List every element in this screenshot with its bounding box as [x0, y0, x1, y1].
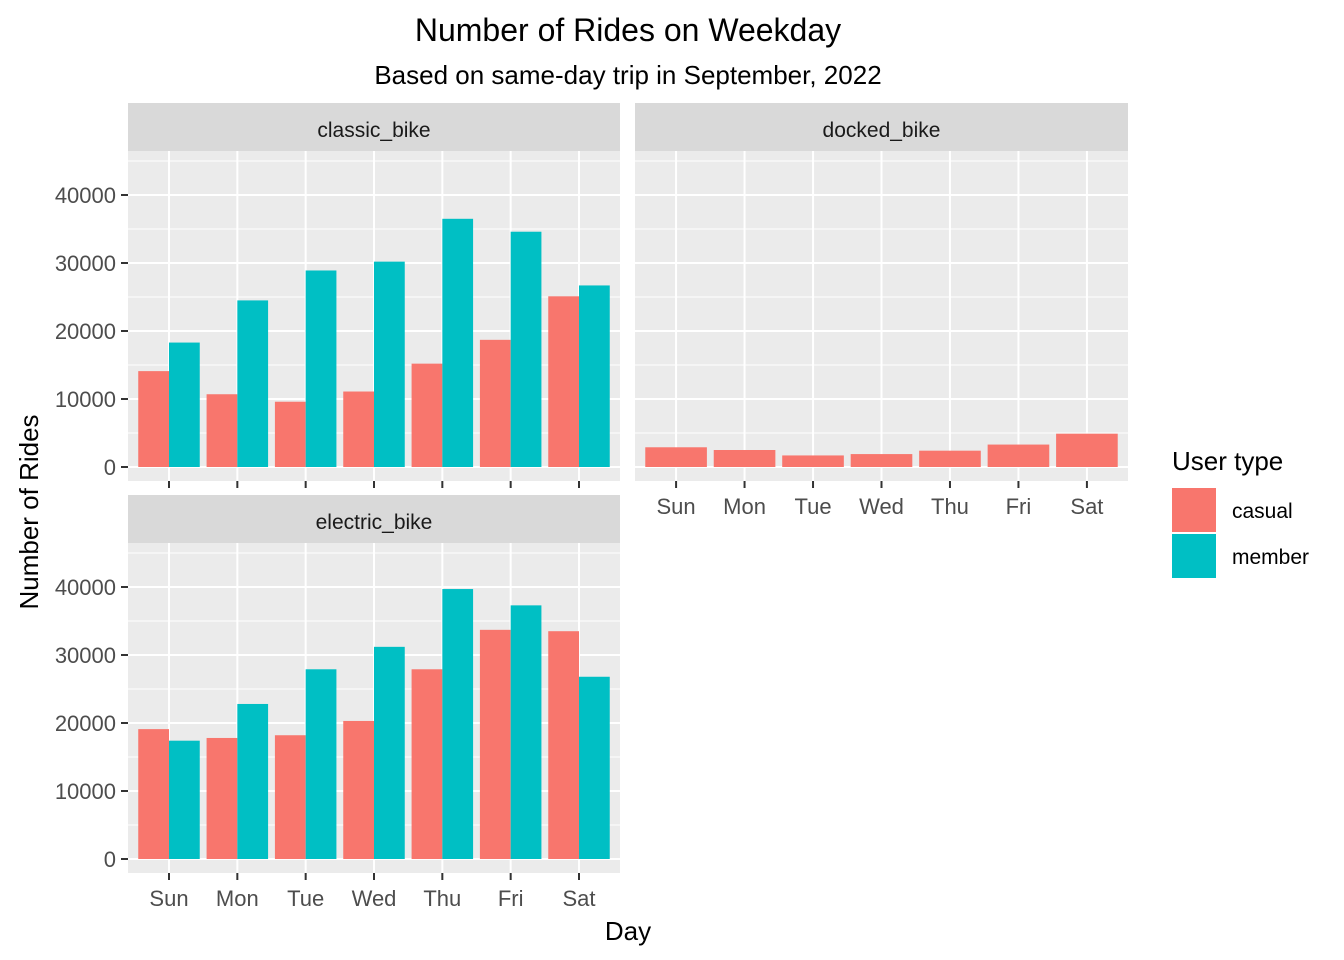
strip-label-classic_bike: classic_bike [317, 119, 430, 142]
bar-classic_bike-casual-Sun [138, 371, 169, 467]
bar-classic_bike-casual-Wed [343, 391, 374, 467]
bar-electric_bike-member-Sun [169, 740, 200, 859]
strip-docked_bike [635, 103, 1128, 151]
x-tick-label: Fri [1006, 494, 1032, 519]
strip-electric_bike [128, 495, 620, 543]
y-tick-label: 0 [104, 455, 116, 480]
legend-key-member [1172, 534, 1216, 578]
bar-electric_bike-casual-Sun [138, 729, 169, 859]
bar-electric_bike-casual-Thu [411, 669, 443, 859]
legend-title: User type [1172, 446, 1283, 476]
y-tick-label: 40000 [55, 183, 116, 208]
y-tick-label: 40000 [55, 575, 116, 600]
bar-classic_bike-member-Fri [510, 231, 542, 467]
bar-electric_bike-member-Wed [374, 646, 405, 859]
bar-classic_bike-casual-Tue [274, 401, 306, 467]
x-tick-label: Wed [859, 494, 904, 519]
x-tick-label: Fri [498, 886, 524, 911]
bar-classic_bike-member-Wed [374, 261, 405, 467]
bar-docked_bike-casual-Fri [987, 444, 1050, 467]
bar-electric_bike-member-Thu [442, 589, 474, 859]
bar-classic_bike-casual-Fri [479, 339, 511, 467]
x-tick-label: Thu [423, 886, 461, 911]
x-tick-label: Sat [1070, 494, 1103, 519]
bar-docked_bike-casual-Tue [782, 455, 844, 467]
facet-docked_bike: docked_bike Sun Mon Tue Wed Thu Fri Sat [635, 103, 1128, 519]
bar-electric_bike-member-Mon [237, 703, 269, 859]
strip-classic_bike [128, 103, 620, 151]
bar-classic_bike-member-Sat [579, 285, 610, 467]
bar-electric_bike-member-Fri [510, 605, 542, 859]
bar-docked_bike-casual-Thu [919, 450, 981, 467]
bar-classic_bike-casual-Thu [411, 363, 443, 467]
legend-key-casual [1172, 488, 1216, 532]
bar-classic_bike-member-Sun [169, 342, 200, 467]
y-tick-label: 20000 [55, 319, 116, 344]
x-tick-label: Wed [352, 886, 397, 911]
x-tick-label: Tue [287, 886, 324, 911]
bar-electric_bike-casual-Tue [274, 735, 306, 859]
bar-docked_bike-casual-Mon [713, 450, 776, 467]
x-tick-label: Tue [794, 494, 831, 519]
bar-electric_bike-member-Tue [305, 669, 337, 859]
x-tick-label: Mon [216, 886, 259, 911]
bar-docked_bike-casual-Sat [1056, 433, 1118, 467]
legend: User type casual member [1172, 446, 1309, 578]
bar-electric_bike-member-Sat [579, 676, 610, 859]
bar-docked_bike-casual-Sun [645, 447, 707, 467]
bar-electric_bike-casual-Sat [548, 631, 579, 859]
y-axis-title: Number of Rides [14, 414, 44, 609]
bar-classic_bike-casual-Sat [548, 296, 579, 467]
facet-panels: classic_bike 0 10000 20000 30000 40000 docked_… [55, 103, 1128, 911]
x-tick-label: Sat [562, 886, 595, 911]
bar-electric_bike-casual-Mon [206, 737, 238, 859]
y-tick-label: 10000 [55, 779, 116, 804]
x-tick-label: Sun [657, 494, 696, 519]
bar-classic_bike-member-Thu [442, 218, 474, 467]
chart-subtitle: Based on same-day trip in September, 202… [374, 60, 881, 90]
x-axis-title: Day [605, 916, 651, 946]
legend-label-casual: casual [1232, 500, 1293, 523]
bar-electric_bike-casual-Fri [479, 629, 511, 859]
legend-label-member: member [1232, 546, 1309, 569]
x-tick-label: Sun [149, 886, 188, 911]
bar-classic_bike-member-Mon [237, 300, 269, 467]
bar-docked_bike-casual-Wed [850, 454, 913, 467]
y-tick-label: 0 [104, 847, 116, 872]
x-tick-label: Mon [723, 494, 766, 519]
strip-label-electric_bike: electric_bike [316, 511, 433, 534]
y-tick-label: 30000 [55, 643, 116, 668]
strip-label-docked_bike: docked_bike [823, 119, 941, 142]
facet-classic_bike: classic_bike 0 10000 20000 30000 40000 [55, 103, 620, 488]
chart-title: Number of Rides on Weekday [415, 12, 841, 48]
facet-electric_bike: electric_bike 0 10000 20000 30000 40000 Sun Mon… [55, 495, 620, 911]
y-tick-label: 30000 [55, 251, 116, 276]
x-tick-label: Thu [931, 494, 969, 519]
bar-classic_bike-member-Tue [305, 270, 337, 467]
y-tick-label: 10000 [55, 387, 116, 412]
bar-classic_bike-casual-Mon [206, 394, 238, 467]
bar-electric_bike-casual-Wed [343, 720, 374, 859]
y-tick-label: 20000 [55, 711, 116, 736]
